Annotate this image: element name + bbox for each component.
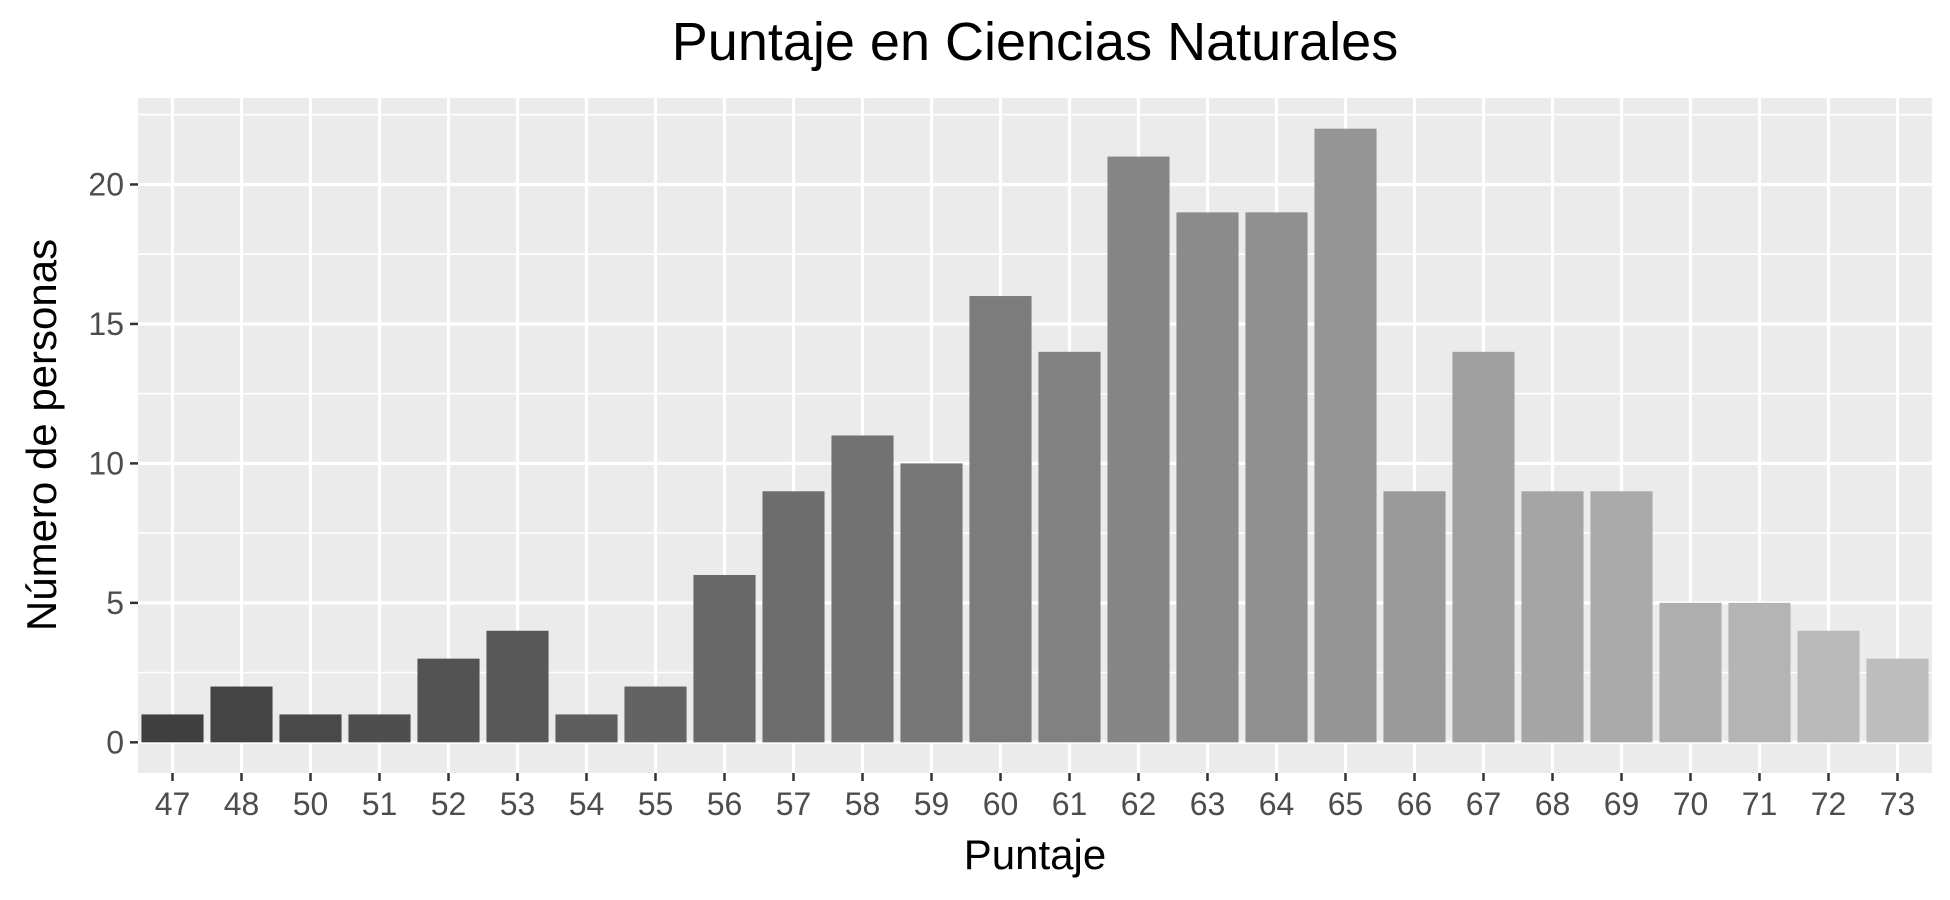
bar-53 [486, 630, 549, 743]
x-tick-label: 50 [293, 786, 329, 822]
x-tick-label: 72 [1811, 786, 1847, 822]
bar-73 [1866, 658, 1929, 743]
x-tick-label: 62 [1121, 786, 1157, 822]
bar-72 [1797, 630, 1860, 743]
bar-63 [1176, 212, 1239, 743]
bar-51 [348, 714, 411, 743]
x-tick-label: 58 [845, 786, 881, 822]
x-tick-label: 73 [1880, 786, 1916, 822]
bars [141, 128, 1929, 743]
x-tick-label: 47 [155, 786, 191, 822]
bar-56 [693, 574, 756, 743]
bar-68 [1521, 491, 1584, 743]
bar-57 [762, 491, 825, 743]
x-tick-label: 57 [776, 786, 812, 822]
bar-64 [1245, 212, 1308, 743]
x-tick-label: 52 [431, 786, 467, 822]
x-tick-label: 61 [1052, 786, 1088, 822]
x-axis-title: Puntaje [964, 831, 1106, 878]
x-tick-label: 54 [569, 786, 605, 822]
x-tick-label: 63 [1190, 786, 1226, 822]
bar-50 [279, 714, 342, 743]
bar-59 [900, 463, 963, 743]
axes: 0 5 10 15 20 47 48 50 51 52 53 54 55 56 57 58 59 60 61 62 63… [88, 166, 1915, 822]
bar-61 [1038, 351, 1101, 743]
x-tick-label: 67 [1466, 786, 1502, 822]
bar-67 [1452, 351, 1515, 743]
bar-60 [969, 296, 1032, 743]
bar-65 [1314, 128, 1377, 743]
y-tick-label: 10 [88, 445, 124, 481]
y-tick-label: 15 [88, 306, 124, 342]
bar-71 [1728, 602, 1791, 743]
x-tick-label: 53 [500, 786, 536, 822]
bar-66 [1383, 491, 1446, 743]
bar-52 [417, 658, 480, 743]
bar-70 [1659, 602, 1722, 743]
bar-62 [1107, 156, 1170, 743]
x-tick-label: 55 [638, 786, 674, 822]
x-tick-label: 68 [1535, 786, 1571, 822]
bar-58 [831, 435, 894, 743]
x-tick-label: 70 [1673, 786, 1709, 822]
bar-48 [210, 686, 273, 743]
y-tick-label: 0 [106, 724, 124, 760]
bar-54 [555, 714, 618, 743]
x-tick-label: 66 [1397, 786, 1433, 822]
x-tick-label: 69 [1604, 786, 1640, 822]
x-tick-label: 71 [1742, 786, 1778, 822]
x-tick-label: 56 [707, 786, 743, 822]
bar-69 [1590, 491, 1653, 743]
x-tick-label: 48 [224, 786, 260, 822]
x-tick-label: 59 [914, 786, 950, 822]
x-tick-label: 51 [362, 786, 398, 822]
x-tick-label: 65 [1328, 786, 1364, 822]
y-tick-label: 5 [106, 585, 124, 621]
x-tick-label: 64 [1259, 786, 1295, 822]
bar-47 [141, 714, 204, 743]
bar-55 [624, 686, 687, 743]
y-tick-label: 20 [88, 166, 124, 202]
chart-title: Puntaje en Ciencias Naturales [672, 12, 1398, 72]
x-tick-label: 60 [983, 786, 1019, 822]
y-axis-title: Número de personas [18, 239, 65, 631]
